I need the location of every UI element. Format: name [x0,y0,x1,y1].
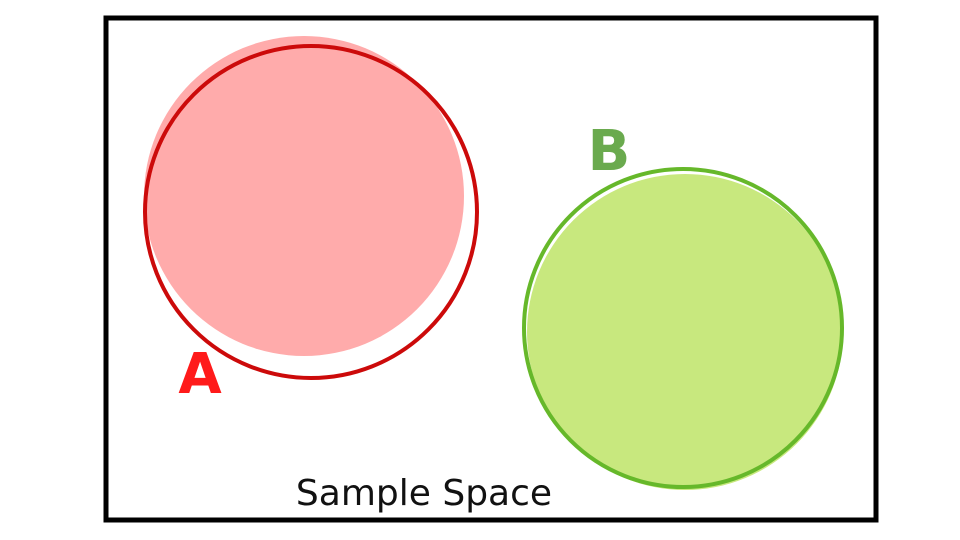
sample-space-caption: Sample Space [296,473,552,514]
set-b-label: B [588,119,631,184]
set-a-fill [144,36,464,356]
set-a: A [143,36,479,407]
set-b: B [522,119,844,490]
set-b-fill [527,174,843,490]
set-a-circle [143,44,479,380]
set-a-label: A [178,342,222,407]
set-b-circle [522,167,844,489]
